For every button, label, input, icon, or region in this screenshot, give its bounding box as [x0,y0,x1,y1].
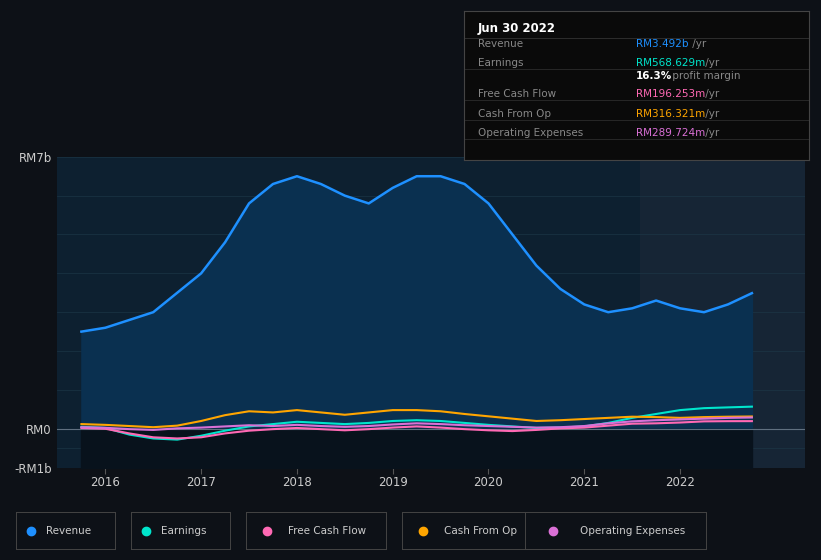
Text: /yr: /yr [702,109,719,119]
Text: Operating Expenses: Operating Expenses [478,128,583,138]
Text: Jun 30 2022: Jun 30 2022 [478,22,556,35]
Text: Earnings: Earnings [161,526,206,535]
Text: Free Cash Flow: Free Cash Flow [478,89,556,99]
Text: RM289.724m: RM289.724m [636,128,705,138]
Text: Revenue: Revenue [46,526,91,535]
Text: RM196.253m: RM196.253m [636,89,705,99]
Text: RM316.321m: RM316.321m [636,109,705,119]
Text: /yr: /yr [702,58,719,68]
Text: 16.3%: 16.3% [636,72,672,82]
Text: /yr: /yr [689,39,706,49]
Text: profit margin: profit margin [669,72,741,82]
Text: RM3.492b: RM3.492b [636,39,689,49]
Text: /yr: /yr [702,128,719,138]
Text: RM568.629m: RM568.629m [636,58,705,68]
Text: Operating Expenses: Operating Expenses [580,526,685,535]
Text: Revenue: Revenue [478,39,523,49]
Text: Earnings: Earnings [478,58,523,68]
Text: Cash From Op: Cash From Op [478,109,551,119]
Bar [640,157,805,468]
Text: Free Cash Flow: Free Cash Flow [288,526,366,535]
Text: /yr: /yr [702,89,719,99]
Text: Cash From Op: Cash From Op [444,526,517,535]
